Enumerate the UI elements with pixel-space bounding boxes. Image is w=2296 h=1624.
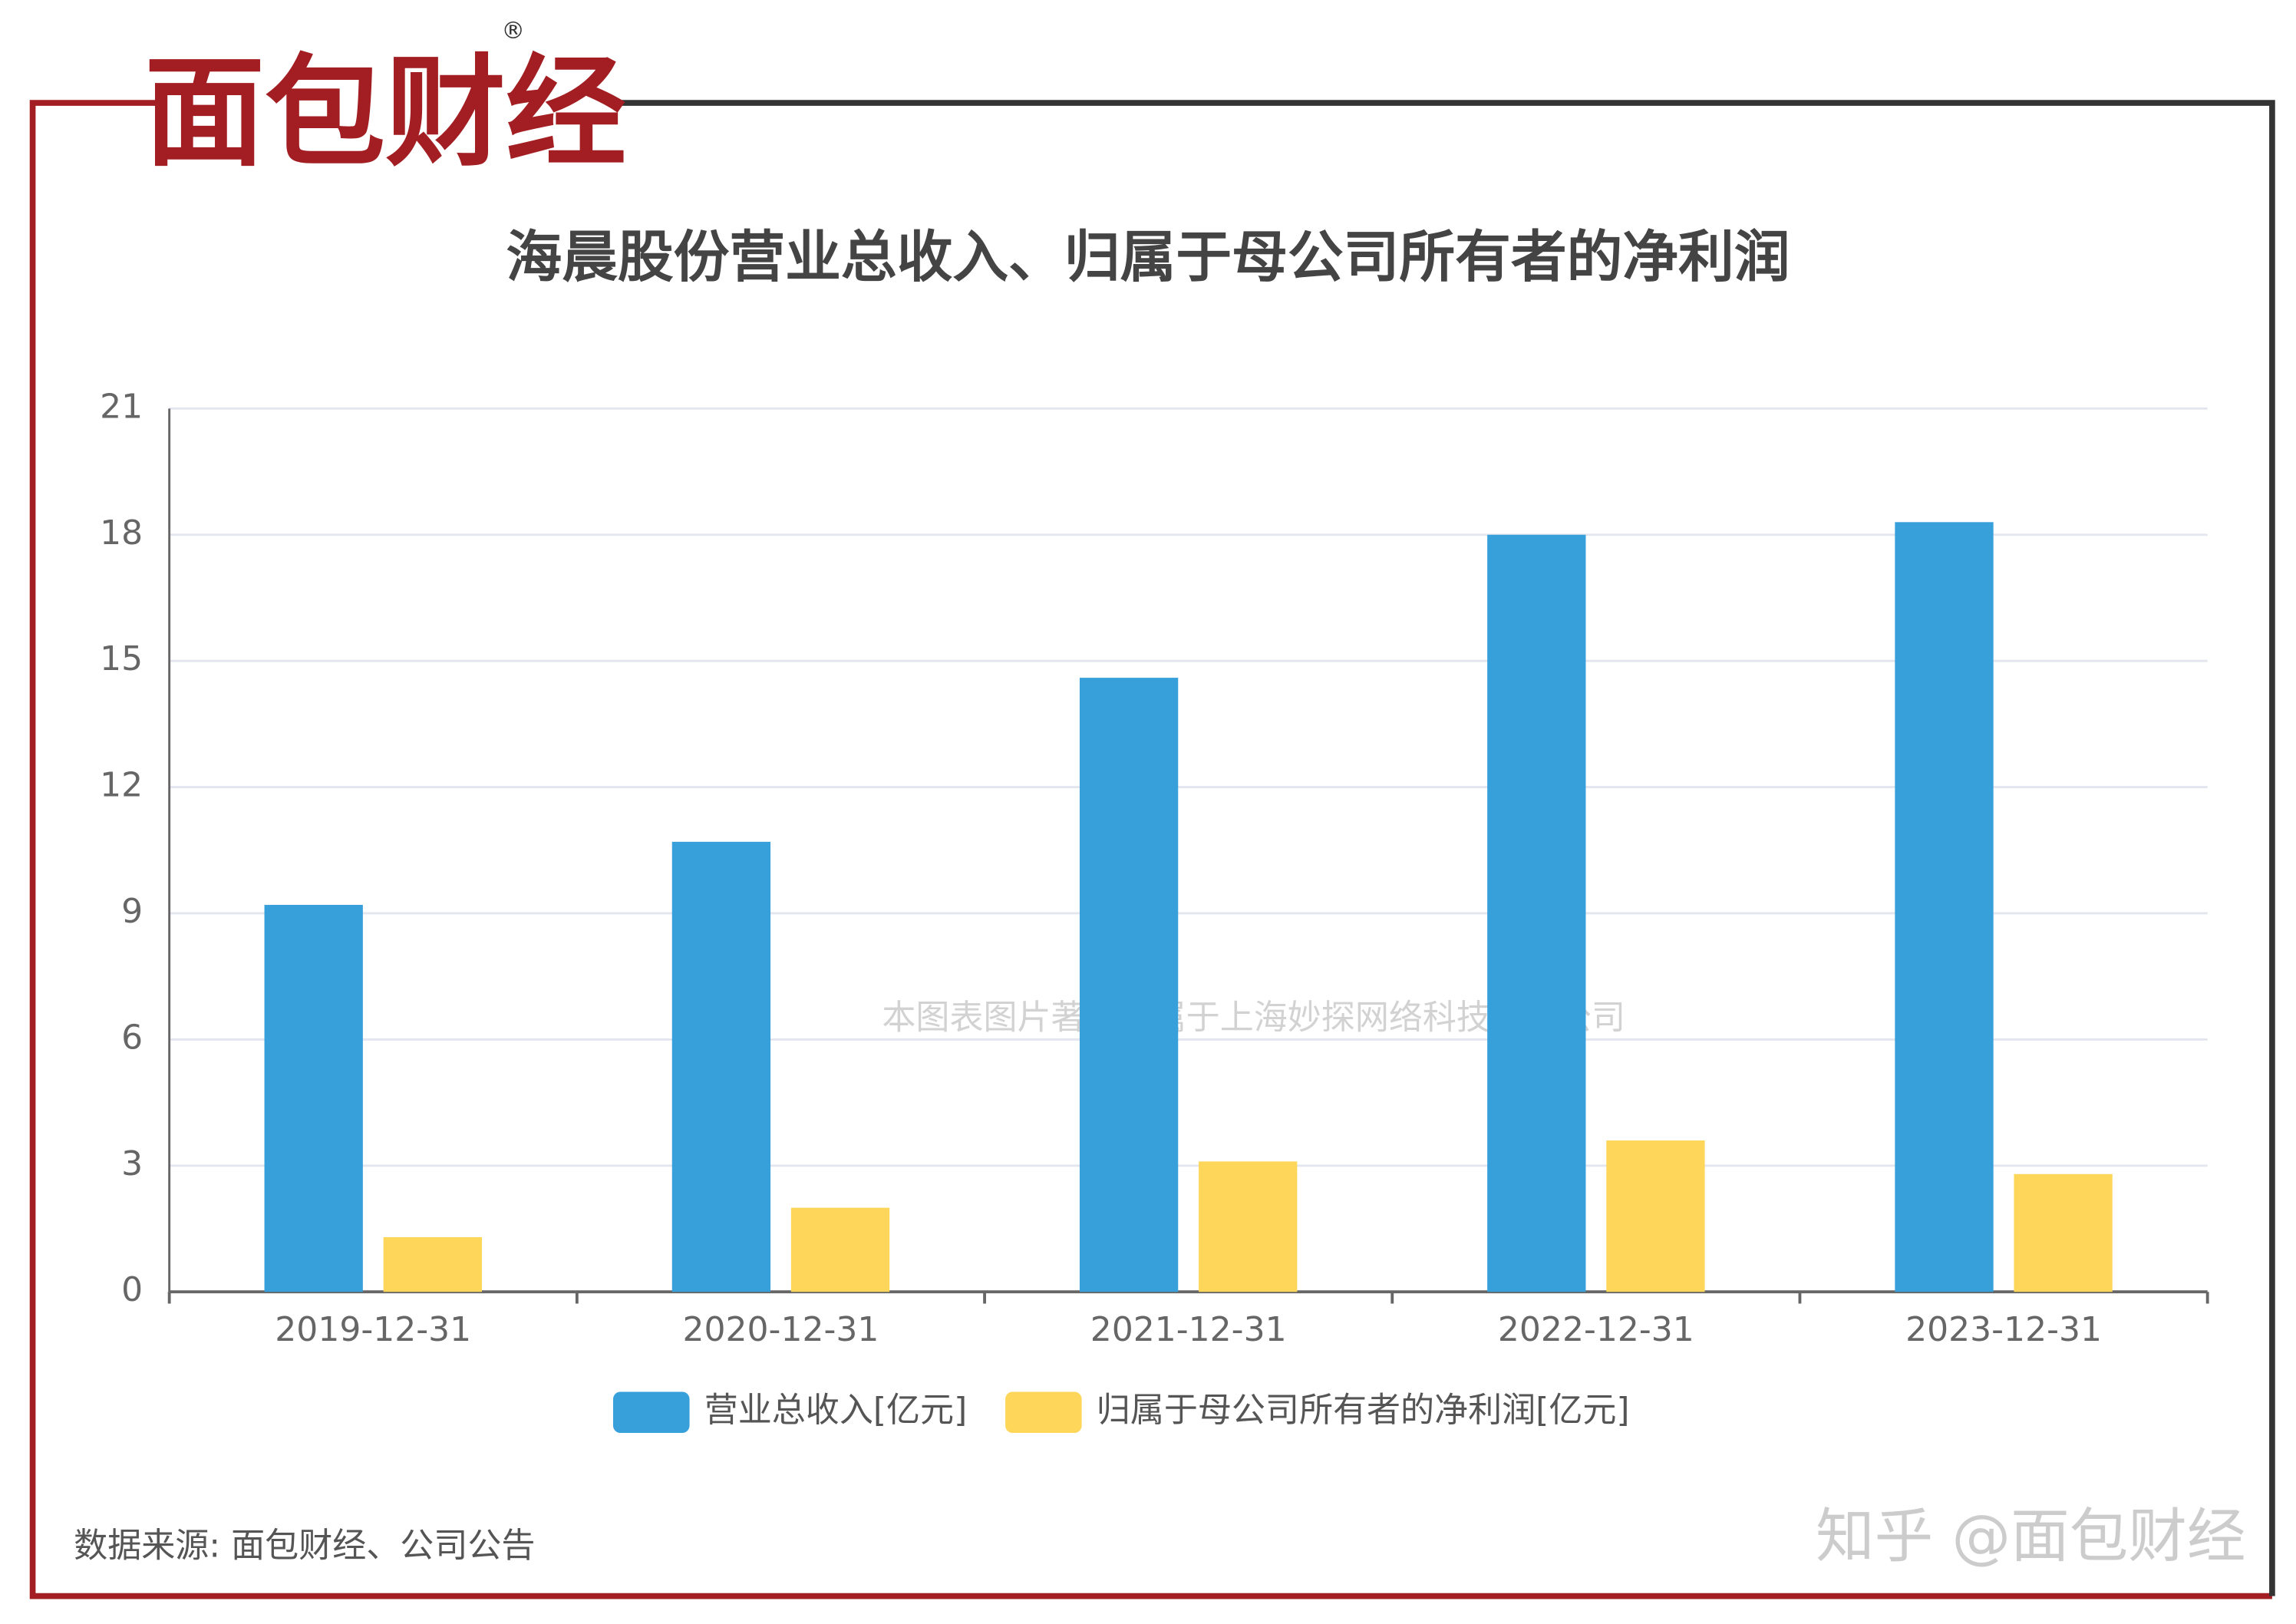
bar bbox=[1079, 678, 1179, 1292]
legend-swatch bbox=[612, 1391, 690, 1434]
legend-label: 归属于母公司所有者的净利润[亿元] bbox=[1097, 1391, 1630, 1430]
x-tick-label: 2023-12-31 bbox=[1905, 1310, 2102, 1349]
y-tick-label: 21 bbox=[100, 387, 143, 426]
bar bbox=[790, 1207, 890, 1292]
bar bbox=[1606, 1140, 1705, 1292]
bar bbox=[2014, 1173, 2113, 1292]
x-tick-label: 2021-12-31 bbox=[1090, 1310, 1287, 1349]
bar bbox=[1487, 534, 1586, 1292]
bar bbox=[383, 1236, 482, 1292]
y-tick-label: 9 bbox=[121, 892, 143, 931]
frame-dark bbox=[617, 100, 2275, 1596]
y-tick-label: 15 bbox=[100, 639, 143, 678]
bar bbox=[264, 905, 363, 1292]
y-tick-label: 12 bbox=[100, 766, 143, 805]
y-tick-label: 18 bbox=[100, 513, 143, 553]
x-tick-label: 2022-12-31 bbox=[1498, 1310, 1694, 1349]
y-tick-label: 0 bbox=[121, 1270, 143, 1309]
bar bbox=[1199, 1161, 1298, 1292]
logo: 面包财经 bbox=[144, 43, 626, 183]
legend-label: 营业总收入[亿元] bbox=[704, 1391, 968, 1430]
watermark: 知乎 @面包财经 bbox=[1816, 1503, 2245, 1571]
chart-title: 海晨股份营业总收入、归属于母公司所有者的净利润 bbox=[506, 225, 1790, 290]
y-tick-label: 6 bbox=[121, 1018, 143, 1057]
y-tick-label: 3 bbox=[121, 1144, 143, 1183]
source: 数据来源: 面包财经、公司公告 bbox=[74, 1526, 535, 1565]
bar bbox=[671, 841, 771, 1292]
x-tick-label: 2019-12-31 bbox=[275, 1310, 471, 1349]
x-tick-label: 2020-12-31 bbox=[683, 1310, 879, 1349]
frame-red bbox=[29, 100, 2272, 1599]
legend-swatch bbox=[1005, 1391, 1082, 1434]
bar bbox=[1895, 522, 1994, 1292]
logo-mark: ® bbox=[501, 18, 525, 45]
